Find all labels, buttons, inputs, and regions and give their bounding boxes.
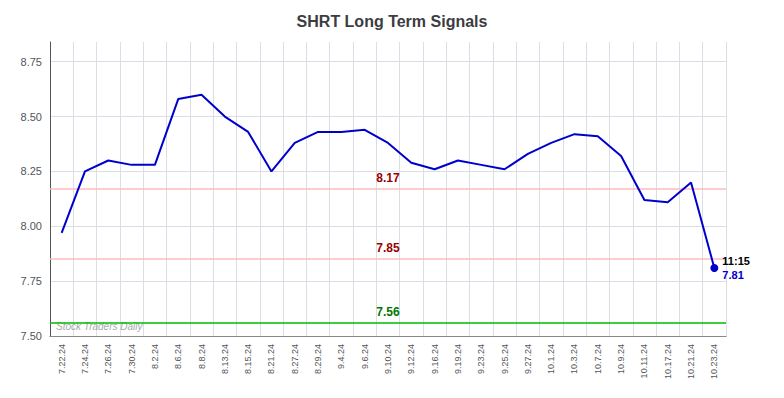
svg-text:8.17: 8.17 — [376, 171, 400, 185]
svg-text:9.6.24: 9.6.24 — [360, 344, 370, 369]
svg-text:7.56: 7.56 — [376, 305, 400, 319]
svg-text:11:15: 11:15 — [722, 255, 750, 267]
svg-text:7.26.24: 7.26.24 — [103, 344, 113, 374]
svg-text:7.50: 7.50 — [21, 330, 42, 342]
svg-text:8.75: 8.75 — [21, 56, 42, 68]
svg-text:9.27.24: 9.27.24 — [523, 344, 533, 374]
svg-text:10.17.24: 10.17.24 — [663, 344, 673, 379]
svg-text:9.23.24: 9.23.24 — [476, 344, 486, 374]
svg-text:10.9.24: 10.9.24 — [616, 344, 626, 374]
svg-text:10.21.24: 10.21.24 — [686, 344, 696, 379]
svg-text:10.11.24: 10.11.24 — [639, 344, 649, 378]
svg-text:8.13.24: 8.13.24 — [220, 344, 230, 374]
svg-text:Stock Traders Daily: Stock Traders Daily — [56, 321, 143, 333]
svg-text:7.81: 7.81 — [722, 269, 743, 281]
svg-text:7.30.24: 7.30.24 — [127, 344, 137, 374]
svg-text:10.7.24: 10.7.24 — [593, 344, 603, 374]
svg-text:7.85: 7.85 — [376, 241, 400, 255]
svg-text:9.4.24: 9.4.24 — [336, 344, 346, 369]
svg-text:8.50: 8.50 — [21, 111, 42, 123]
svg-text:9.12.24: 9.12.24 — [406, 344, 416, 374]
svg-text:8.29.24: 8.29.24 — [313, 344, 323, 374]
svg-text:10.1.24: 10.1.24 — [546, 344, 556, 374]
svg-text:8.25: 8.25 — [21, 165, 42, 177]
svg-text:7.75: 7.75 — [21, 275, 42, 287]
svg-text:8.27.24: 8.27.24 — [290, 344, 300, 374]
svg-text:9.19.24: 9.19.24 — [453, 344, 463, 374]
svg-text:8.15.24: 8.15.24 — [243, 344, 253, 374]
svg-text:9.25.24: 9.25.24 — [500, 344, 510, 374]
svg-text:7.22.24: 7.22.24 — [57, 344, 67, 374]
svg-text:10.23.24: 10.23.24 — [709, 344, 719, 379]
svg-text:SHRT Long Term Signals: SHRT Long Term Signals — [297, 13, 488, 30]
svg-text:9.10.24: 9.10.24 — [383, 344, 393, 374]
svg-text:8.2.24: 8.2.24 — [150, 344, 160, 369]
svg-text:8.21.24: 8.21.24 — [266, 344, 276, 374]
svg-text:8.6.24: 8.6.24 — [173, 344, 183, 369]
svg-text:8.00: 8.00 — [21, 220, 42, 232]
svg-text:9.16.24: 9.16.24 — [430, 344, 440, 374]
svg-text:7.24.24: 7.24.24 — [80, 344, 90, 374]
svg-text:8.8.24: 8.8.24 — [197, 344, 207, 369]
svg-text:10.3.24: 10.3.24 — [569, 344, 579, 374]
